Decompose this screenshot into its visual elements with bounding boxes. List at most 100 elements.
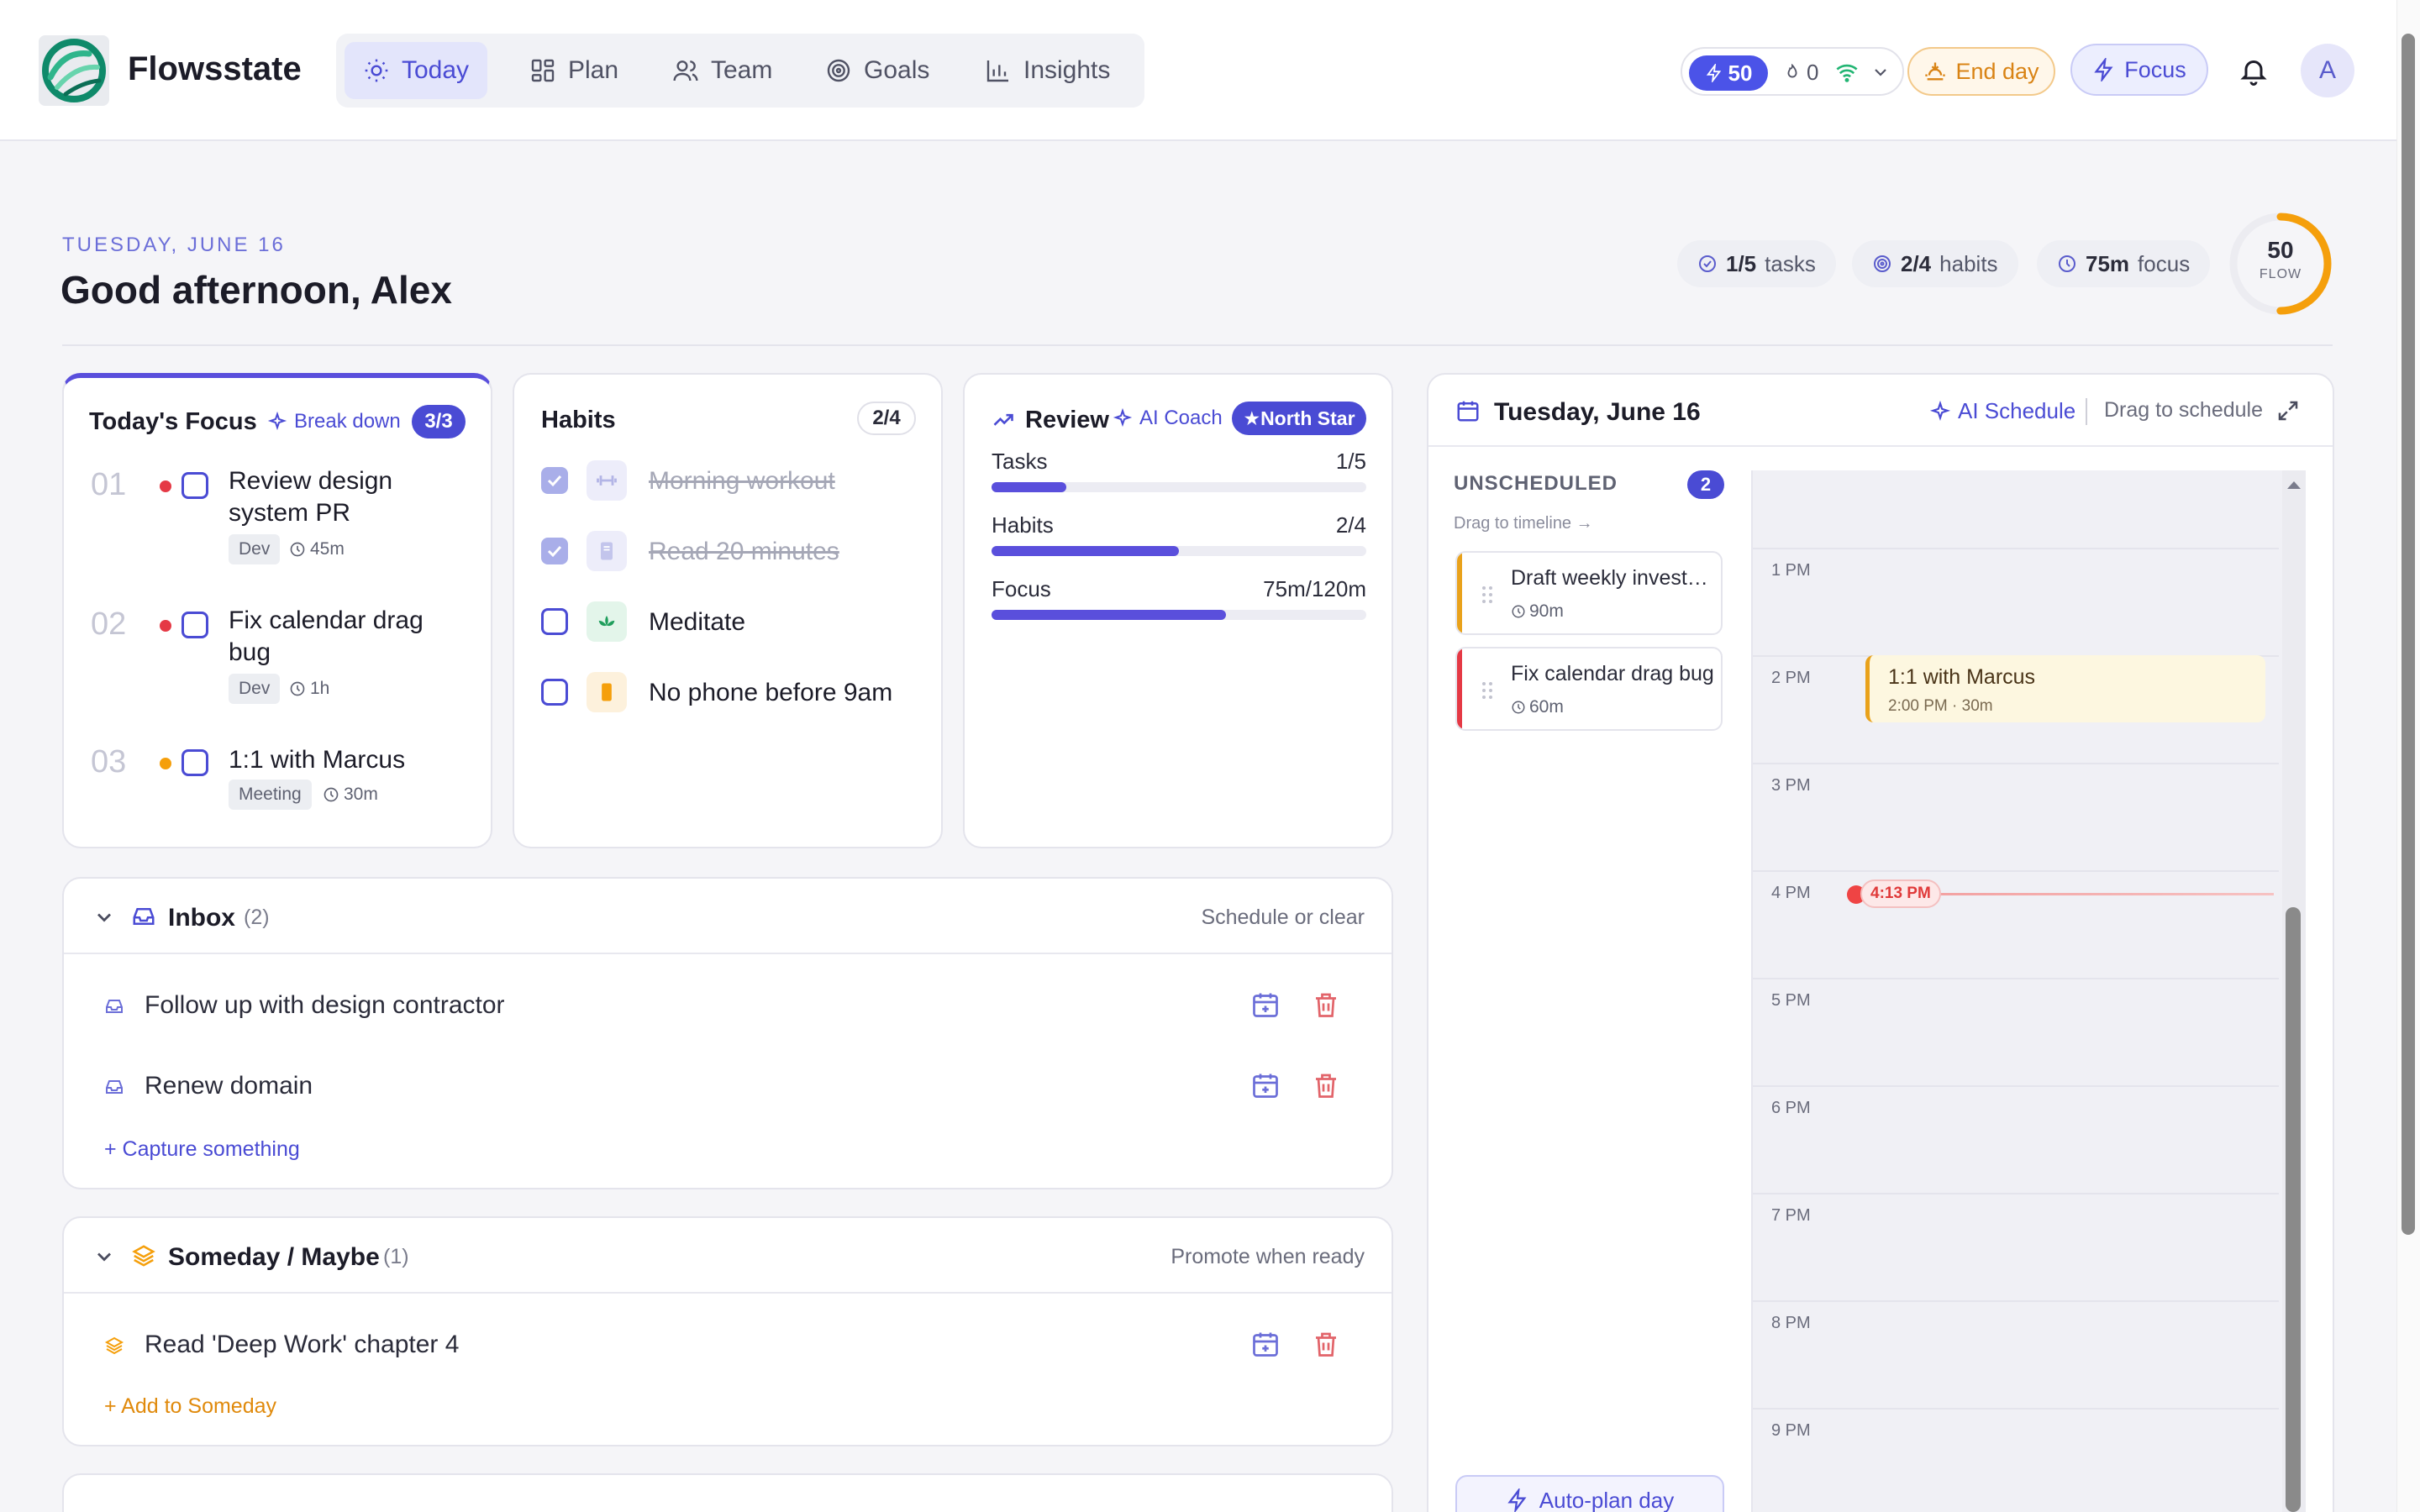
schedule-icon[interactable] (1250, 1329, 1281, 1359)
flame-icon (1787, 63, 1797, 77)
progress-fill (992, 546, 1179, 556)
end-day-button[interactable]: End day (1907, 47, 2055, 96)
habits-card: Habits 2/4 Morning workout Read 20 minut… (513, 373, 943, 848)
schedule-icon[interactable] (1250, 990, 1281, 1020)
sun-icon (365, 59, 388, 82)
habits-count-badge: 2/4 (857, 402, 916, 435)
avatar[interactable]: A (2301, 44, 2354, 97)
hour-label: 8 PM (1771, 1314, 1811, 1332)
nav-label: Plan (568, 56, 619, 84)
page-scrollbar-thumb[interactable] (2402, 34, 2415, 1235)
chevron-down-icon[interactable] (92, 906, 116, 929)
check-circle-icon (1699, 255, 1716, 272)
task-number: 02 (91, 606, 127, 642)
trash-icon[interactable] (1311, 1070, 1341, 1100)
ai-coach-button[interactable]: AI Coach (1113, 407, 1223, 430)
layers-icon (132, 1245, 155, 1267)
task-title[interactable]: Review design system PR (229, 467, 393, 527)
trend-up-icon (993, 413, 1013, 426)
ai-schedule-button[interactable]: AI Schedule (1929, 398, 2075, 424)
habit-checkbox[interactable] (541, 538, 568, 564)
task-title[interactable]: Fix calendar drag bug (229, 606, 424, 666)
bell-icon[interactable] (2238, 55, 2269, 86)
task-title: Draft weekly investor update (1511, 566, 1716, 590)
metric-value: 2/4 (1335, 512, 1366, 538)
top-bar: Flowsstate Today Plan Team Goals Insight… (0, 0, 2396, 141)
unscheduled-task[interactable]: Fix calendar drag bug 60m (1455, 647, 1723, 731)
section-hint: Promote when ready (1171, 1245, 1365, 1268)
sparkle-icon (1113, 408, 1133, 428)
flow-score: 50 (2267, 237, 2294, 263)
logo[interactable] (39, 35, 109, 106)
scroll-up-arrow-icon[interactable] (2282, 475, 2306, 496)
task-title[interactable]: 1:1 with Marcus (229, 746, 406, 774)
nav-today[interactable]: Today (345, 42, 488, 99)
page-title: Good afternoon, Alex (60, 268, 452, 312)
hour-line (1753, 548, 2279, 549)
section-title: Inbox (168, 904, 235, 932)
inbox-header[interactable]: Inbox (2) Schedule or clear (64, 879, 1392, 954)
drag-handle-icon[interactable] (1481, 585, 1494, 605)
trash-icon[interactable] (1311, 990, 1341, 1020)
nav-goals[interactable]: Goals (807, 42, 948, 99)
hour-label: 5 PM (1771, 991, 1811, 1010)
break-down-button[interactable]: Break down (267, 410, 401, 433)
inbox-item[interactable]: Renew domain (145, 1072, 313, 1100)
habit-checkbox[interactable] (541, 467, 568, 494)
priority-dot (160, 620, 171, 632)
card-title: Review (1025, 407, 1109, 433)
someday-item[interactable]: Read 'Deep Work' chapter 4 (145, 1331, 460, 1358)
tasks-progress (992, 482, 1366, 492)
north-star-badge[interactable]: ★North Star (1232, 402, 1366, 435)
nav-team[interactable]: Team (654, 42, 791, 99)
expand-icon[interactable] (2275, 398, 2301, 423)
focus-count-badge: 3/3 (412, 405, 466, 438)
calendar-event[interactable]: 1:1 with Marcus 2:00 PM · 30m (1865, 655, 2265, 722)
review-card: Review AI Coach ★North Star Tasks 1/5 Ha… (963, 373, 1393, 848)
metric-label: Habits (992, 512, 1054, 538)
habit-checkbox[interactable] (541, 608, 568, 635)
task-duration: 60m (1511, 697, 1564, 717)
someday-header[interactable]: Someday / Maybe (1) Promote when ready (64, 1218, 1392, 1294)
habit-checkbox[interactable] (541, 679, 568, 706)
task-checkbox[interactable] (182, 472, 208, 499)
bar-chart-icon (986, 60, 1008, 82)
nav-insights[interactable]: Insights (966, 42, 1128, 99)
focus-button[interactable]: Focus (2070, 44, 2208, 96)
timeline-scrollbar-thumb[interactable] (2286, 907, 2301, 1512)
focus-chip: 75m focus (2037, 240, 2211, 287)
someday-section: Someday / Maybe (1) Promote when ready R… (62, 1216, 1393, 1446)
stats-dropdown[interactable]: 50 0 (1681, 47, 1904, 96)
progress-fill (992, 610, 1226, 620)
task-checkbox[interactable] (182, 749, 208, 776)
nav-label: Goals (864, 56, 930, 84)
metric-value: 1/5 (1335, 449, 1366, 474)
sparkle-icon (1929, 400, 1951, 421)
check-icon (547, 545, 562, 558)
nav-label: Today (402, 56, 470, 84)
drag-handle-icon[interactable] (1481, 680, 1494, 701)
calendar-header (1428, 375, 2333, 447)
section-count: (1) (383, 1245, 409, 1268)
nav-plan[interactable]: Plan (511, 42, 637, 99)
inbox-item[interactable]: Follow up with design contractor (145, 991, 505, 1019)
auto-plan-button[interactable]: Auto-plan day (1455, 1475, 1724, 1512)
habit-name: Meditate (649, 608, 746, 636)
schedule-icon[interactable] (1250, 1070, 1281, 1100)
chevron-down-icon[interactable] (92, 1245, 116, 1268)
main-nav: Today Plan Team Goals Insights (336, 34, 1144, 108)
event-title: 1:1 with Marcus (1888, 665, 2036, 689)
trash-icon[interactable] (1311, 1329, 1341, 1359)
task-number: 03 (91, 744, 127, 780)
add-someday-button[interactable]: + Add to Someday (104, 1394, 277, 1418)
unscheduled-task[interactable]: Draft weekly investor update 90m (1455, 551, 1723, 635)
capture-button[interactable]: + Capture something (104, 1137, 300, 1161)
clock-icon (290, 542, 305, 557)
timeline[interactable]: 1 PM 2 PM 3 PM 4 PM 5 PM 6 PM 7 PM 8 PM … (1751, 470, 2306, 1512)
lotus-icon (587, 601, 627, 642)
task-checkbox[interactable] (182, 612, 208, 638)
book-icon (587, 531, 627, 571)
metric-label: Tasks (992, 449, 1048, 474)
habit-name: No phone before 9am (649, 679, 893, 706)
hour-label: 6 PM (1771, 1099, 1811, 1117)
